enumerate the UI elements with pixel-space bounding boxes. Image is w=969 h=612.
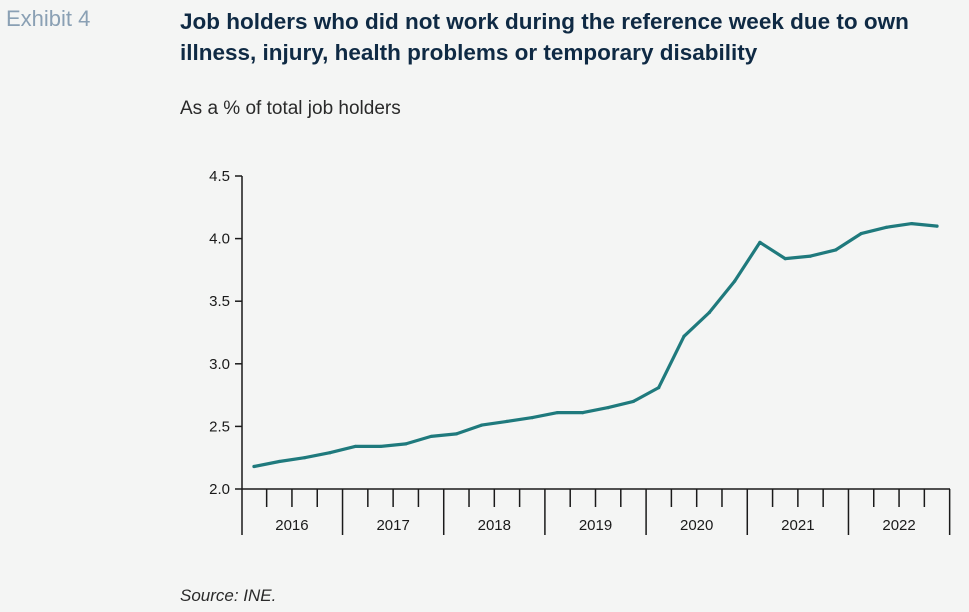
- data-point: [302, 456, 307, 460]
- data-point: [834, 248, 838, 252]
- x-tick-label: 2021: [781, 517, 814, 534]
- y-tick-label: 2.0: [209, 481, 230, 498]
- x-tick-label: 2016: [275, 517, 308, 534]
- data-point: [808, 254, 813, 258]
- data-point: [935, 224, 939, 228]
- y-tick-label: 4.0: [209, 231, 230, 248]
- series-line: [252, 222, 939, 469]
- chart-title: Job holders who did not work during the …: [180, 9, 909, 65]
- data-point: [530, 416, 534, 420]
- data-point: [783, 257, 787, 261]
- data-point: [631, 399, 636, 403]
- data-point: [733, 279, 737, 283]
- data-point: [378, 444, 383, 449]
- data-point: [606, 406, 610, 410]
- data-point: [682, 334, 686, 338]
- data-point: [707, 310, 711, 315]
- y-tick-label: 4.5: [209, 168, 230, 185]
- y-tick-label: 3.5: [209, 293, 230, 310]
- data-point: [505, 419, 509, 423]
- data-point: [758, 240, 762, 244]
- data-point: [252, 464, 256, 469]
- data-point: [454, 432, 458, 436]
- data-point: [859, 231, 863, 236]
- exhibit-label: Exhibit 4: [6, 6, 91, 31]
- data-point: [328, 451, 332, 455]
- y-tick-label: 3.0: [209, 356, 230, 373]
- data-point: [910, 221, 914, 226]
- x-tick-label: 2018: [478, 517, 511, 534]
- x-tick-label: 2017: [376, 517, 409, 534]
- chart-subtitle: As a % of total job holders: [180, 98, 401, 119]
- x-tick-label: 2022: [882, 517, 915, 534]
- y-axis: 2.0 2.5 3.0 3.5 4.0 4.5: [209, 168, 243, 535]
- data-point: [404, 442, 408, 446]
- data-point: [480, 423, 484, 427]
- series: [252, 221, 939, 469]
- data-point: [429, 434, 433, 439]
- data-point: [277, 459, 281, 464]
- y-tick-label: 2.5: [209, 418, 230, 435]
- x-tick-label: 2020: [680, 517, 713, 534]
- data-point: [657, 385, 661, 390]
- data-point: [581, 411, 585, 415]
- data-point: [884, 225, 889, 229]
- source-note: Source: INE.: [180, 586, 277, 605]
- x-tick-label: 2019: [579, 517, 612, 534]
- x-axis: 2016 2017 2018 2019 2020 2021 2022: [242, 488, 951, 535]
- data-point: [353, 444, 357, 449]
- data-point: [555, 411, 560, 415]
